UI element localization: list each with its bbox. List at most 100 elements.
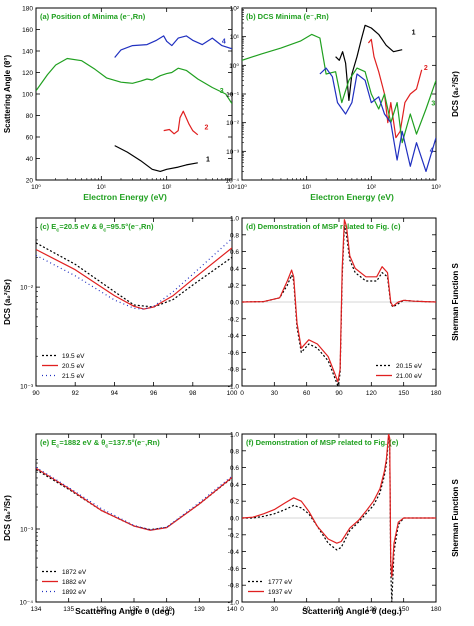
y-tick-label-f: 0.0	[230, 516, 239, 523]
series-line-a-2	[36, 57, 232, 105]
series-line-e-1	[36, 467, 232, 531]
chart-title-d: (d) Demonstration of MSP related to Fig.…	[246, 222, 401, 231]
x-tick-label-f: 90	[335, 606, 343, 613]
y-axis-label-b: DCS (a₀²/Sr)	[451, 71, 460, 117]
y-tick-label-e: 10⁻³	[20, 526, 34, 533]
legend-label-c-1: 20.5 eV	[62, 363, 85, 370]
y-tick-label-f: 1.0	[230, 432, 239, 439]
y-axis-label-e: DCS (a₀²/Sr)	[3, 495, 12, 541]
plot-frame-c	[35, 217, 233, 387]
chart-title-part-e: =1882 eV & θ	[59, 438, 105, 447]
y-tick-label-e: 10⁻⁴	[20, 600, 34, 607]
y-tick-label-d: 1.0	[230, 216, 239, 223]
x-tick-label-c: 96	[150, 390, 158, 397]
chart-panel-f: 0 30 60 90 120 150 180 -1.0 -0.8 -0.6 -0.4 -0.2 0.0 0…	[228, 432, 460, 614]
curve-label-a-2: 3	[220, 88, 224, 95]
x-tick-label-f: 60	[303, 606, 311, 613]
y-tick-label-b: 10⁻⁴	[226, 178, 240, 185]
legend-label-e-0: 1872 eV	[62, 569, 87, 576]
x-tick-label-a: 10²	[162, 184, 172, 191]
legend-label-e-2: 1892 eV	[62, 589, 87, 596]
y-tick-label-a: 140	[22, 49, 33, 56]
curve-label-b-2: 3	[431, 100, 435, 107]
x-tick-label-f: 30	[271, 606, 279, 613]
y-tick-label-b: 10⁰	[229, 63, 239, 70]
x-tick-label-c: 94	[111, 390, 119, 397]
y-tick-label-f: -0.4	[228, 549, 240, 556]
series-line-e-2	[36, 466, 232, 531]
y-tick-label-a: 100	[22, 92, 33, 99]
x-tick-label-f: 180	[431, 606, 442, 613]
x-tick-label-e: 135	[63, 606, 74, 613]
chart-title-e: (e) Ec=1882 eV & θc=137.5°(e⁻,Rn)	[40, 438, 160, 450]
chart-title-f: (f) Demonstration of MSP related to Fig.…	[246, 438, 399, 447]
x-tick-label-d: 30	[271, 390, 279, 397]
y-tick-label-f: -0.6	[228, 566, 240, 573]
y-tick-label-f: 0.8	[230, 448, 239, 455]
y-tick-label-d: 0.6	[230, 249, 239, 256]
series-group-e	[36, 466, 232, 531]
chart-title-part-e: c	[105, 444, 108, 450]
x-tick-label-e: 136	[96, 606, 107, 613]
y-axis-label-c: DCS (a₀²/Sr)	[3, 279, 12, 325]
legend-label-e-1: 1882 eV	[62, 579, 87, 586]
series-group-f	[242, 434, 436, 602]
x-tick-label-e: 140	[227, 606, 238, 613]
chart-title-part-c: (c) E	[40, 222, 56, 231]
x-tick-label-f: 150	[398, 606, 409, 613]
y-tick-label-a: 20	[26, 178, 34, 185]
y-tick-label-b: 10⁻²	[226, 120, 240, 127]
x-tick-label-b: 10³	[431, 184, 441, 191]
x-tick-label-c: 98	[189, 390, 197, 397]
x-tick-label-c: 92	[72, 390, 80, 397]
curve-label-b-1: 2	[424, 65, 428, 72]
legend-label-d-1: 21.00 eV	[396, 373, 423, 380]
chart-title-c: (c) Ec=20.5 eV & θc=95.5°(e⁻,Rn)	[40, 222, 154, 234]
chart-panel-a: 10⁰ 10¹ 10² 10³ 20 40 60 80 100 120 140 160 180 Scatt…	[3, 6, 238, 192]
chart-title-part-e: c	[56, 444, 59, 450]
series-line-f-1	[242, 434, 436, 578]
x-tick-label-d: 0	[240, 390, 244, 397]
series-group-d	[242, 219, 436, 386]
series-line-b-2	[242, 33, 436, 144]
chart-title-part-c: c	[56, 228, 59, 234]
series-line-d-1	[242, 219, 436, 383]
legend-label-c-0: 19.5 eV	[62, 353, 85, 360]
series-line-b-0	[335, 24, 403, 102]
y-tick-label-d: -0.2	[228, 316, 240, 323]
y-tick-label-a: 60	[26, 135, 34, 142]
x-tick-label-e: 134	[31, 606, 42, 613]
curve-label-b-0: 1	[412, 29, 416, 36]
y-tick-label-b: 10¹	[230, 34, 240, 41]
xlabel-top-right: Electron Energy (eV)	[310, 192, 394, 202]
xlabel-bottom-right: Scattering Angle θ (deg.)	[302, 606, 402, 616]
series-line-b-1	[367, 38, 423, 139]
chart-title-part-c: =95.5°(e⁻,Rn)	[106, 222, 154, 231]
series-line-b-3	[319, 67, 436, 172]
y-tick-label-b: 10²	[230, 6, 240, 13]
curve-label-a-1: 2	[205, 124, 209, 131]
series-group-b	[242, 24, 436, 172]
chart-title-a: (a) Position of Minima (e⁻,Rn)	[40, 12, 146, 21]
y-tick-label-f: 0.6	[230, 465, 239, 472]
y-tick-label-f: -0.8	[228, 583, 240, 590]
y-tick-label-d: 0.4	[230, 266, 239, 273]
xlabel-bottom-left: Scattering Angle θ (deg.)	[75, 606, 175, 616]
x-tick-label-d: 90	[335, 390, 343, 397]
x-tick-label-f: 0	[240, 606, 244, 613]
y-tick-label-d: 0.0	[230, 300, 239, 307]
y-tick-label-f: -0.2	[228, 532, 240, 539]
series-line-c-0	[36, 242, 232, 308]
y-tick-label-f: 0.4	[230, 482, 239, 489]
x-tick-label-e: 137	[129, 606, 140, 613]
legend-label-f-1: 1937 eV	[268, 589, 293, 596]
chart-title-b: (b) DCS Minima (e⁻,Rn)	[246, 12, 329, 21]
y-axis-label-d: Sherman Function S	[451, 262, 460, 340]
y-tick-label-d: -1.0	[228, 384, 240, 391]
x-tick-label-d: 180	[431, 390, 442, 397]
y-axis-label-f: Sherman Function S	[451, 478, 460, 556]
y-tick-label-a: 40	[26, 156, 34, 163]
curve-label-a-0: 1	[206, 157, 210, 164]
